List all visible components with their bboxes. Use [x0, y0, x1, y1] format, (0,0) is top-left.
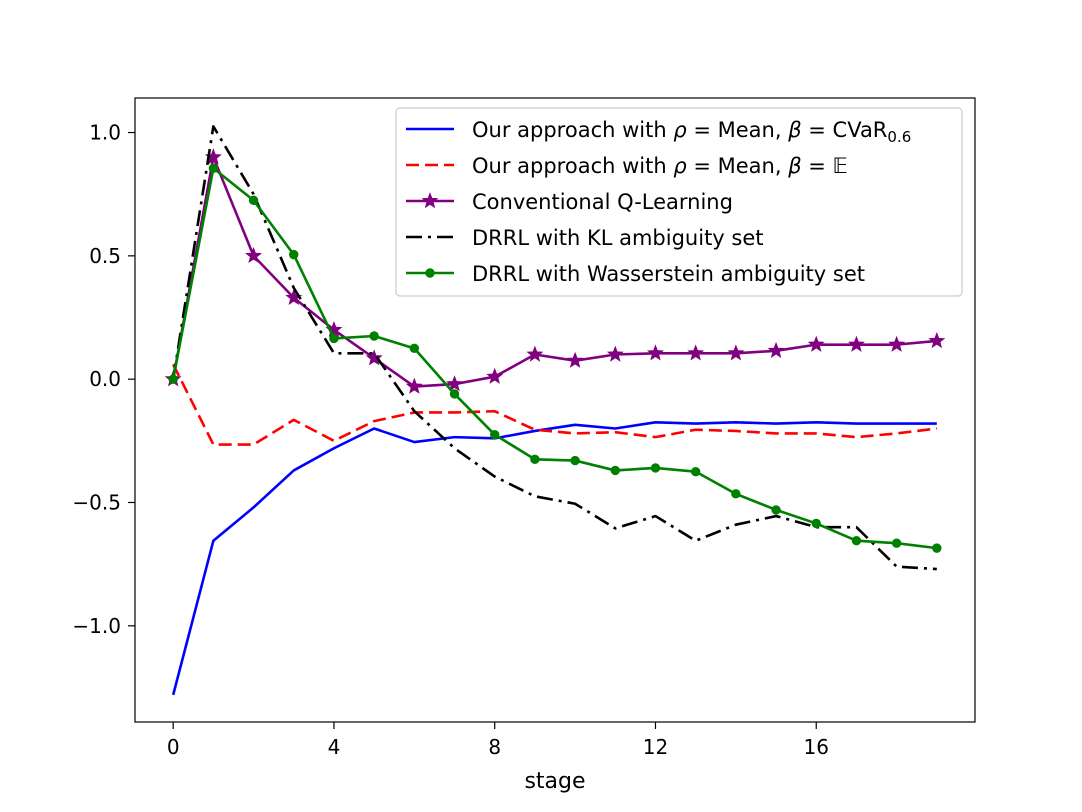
legend-label: Our approach with ρ = Mean, β = CVaR0.6 — [472, 118, 911, 146]
legend-entry: DRRL with KL ambiguity set — [406, 226, 764, 250]
legend-label-rho: ρ — [673, 118, 687, 142]
plot-frame — [134, 97, 976, 723]
data-point — [650, 463, 661, 473]
data-point — [891, 538, 902, 548]
legend-label-suffix: 𝔼 — [833, 154, 848, 178]
data-point — [851, 536, 862, 546]
legend-label: Conventional Q-Learning — [472, 190, 733, 214]
data-point — [928, 332, 946, 349]
series-line — [171, 125, 937, 571]
legend-label-prefix: DRRL with Wasserstein ambiguity set — [472, 262, 865, 286]
data-point — [687, 344, 705, 361]
x-tick-label: 12 — [643, 735, 668, 759]
data-point — [727, 344, 745, 361]
data-point — [409, 343, 420, 354]
data-point — [490, 429, 500, 440]
series-3 — [164, 148, 946, 394]
data-point — [888, 335, 906, 352]
data-point — [486, 367, 504, 384]
legend-label-prefix: Conventional Q-Learning — [472, 190, 733, 214]
data-point — [932, 543, 942, 553]
x-tick-label: 0 — [167, 735, 180, 759]
data-point — [647, 344, 664, 361]
legend-label: DRRL with KL ambiguity set — [472, 226, 764, 250]
data-point — [530, 454, 540, 465]
data-point — [248, 195, 259, 206]
y-tick-label: −0.5 — [72, 490, 121, 514]
data-point — [449, 389, 460, 399]
legend-label-beta: β — [787, 154, 801, 178]
data-point — [329, 333, 339, 344]
x-tick-label: 16 — [804, 735, 829, 759]
data-point — [369, 331, 379, 341]
data-point — [811, 518, 821, 529]
legend-label-eq: = CVaR — [802, 118, 888, 142]
data-point — [771, 505, 781, 515]
data-point — [566, 351, 584, 368]
series-line — [171, 166, 937, 550]
legend-label-beta: β — [787, 118, 801, 142]
legend-label-prefix: DRRL with KL ambiguity set — [472, 226, 764, 250]
series-4 — [171, 125, 937, 571]
data-point — [526, 345, 544, 362]
legend-frame — [395, 107, 963, 297]
series-line — [171, 155, 937, 388]
legend-label-eq: = — [802, 154, 833, 178]
legend-entry: Conventional Q-Learning — [406, 190, 733, 214]
legend-entry: DRRL with Wasserstein ambiguity set — [406, 262, 865, 286]
x-tick-label: 4 — [328, 735, 341, 759]
legend-entry: Our approach with ρ = Mean, β = CVaR0.6 — [406, 118, 911, 146]
data-point — [847, 335, 865, 352]
data-point — [365, 349, 383, 366]
y-tick-label: 0.5 — [89, 244, 121, 268]
series-5 — [168, 163, 942, 553]
data-point — [690, 466, 701, 477]
series-layer — [164, 125, 946, 696]
data-point — [245, 246, 263, 264]
data-point — [405, 377, 423, 394]
legend: Our approach with ρ = Mean, β = CVaR0.6O… — [395, 107, 963, 297]
legend-label-mid: = Mean, — [687, 118, 789, 142]
y-tick-label: 1.0 — [89, 121, 121, 145]
series-line — [171, 421, 937, 696]
y-tick-label: −1.0 — [72, 614, 121, 638]
data-point — [767, 341, 785, 358]
legend-label: DRRL with Wasserstein ambiguity set — [472, 262, 865, 286]
legend-marker — [421, 192, 439, 209]
data-point — [807, 335, 825, 352]
legend-label: Our approach with ρ = Mean, β = 𝔼 — [472, 154, 848, 178]
y-axis: 1.0 0.5 0.0 −0.5 −1.0 — [72, 121, 135, 638]
y-tick-label: 0.0 — [89, 367, 121, 391]
data-point — [168, 374, 178, 384]
data-point — [289, 249, 299, 260]
legend-label-rho: ρ — [673, 154, 687, 178]
legend-label-prefix: Our approach with — [472, 154, 673, 178]
x-tick-label: 8 — [488, 735, 501, 759]
series-2 — [172, 363, 937, 446]
legend-marker — [425, 268, 435, 278]
legend-label-sub: 0.6 — [887, 128, 911, 146]
data-point — [610, 465, 620, 476]
x-axis-label: stage — [524, 769, 585, 794]
data-point — [570, 455, 580, 466]
data-point — [606, 345, 624, 362]
series-line — [172, 363, 937, 446]
legend-label-prefix: Our approach with — [472, 118, 673, 142]
series-1 — [171, 421, 937, 696]
x-axis: 0 4 8 12 16 — [167, 722, 829, 759]
data-point — [208, 163, 219, 173]
legend-entry: Our approach with ρ = Mean, β = 𝔼 — [406, 154, 848, 178]
data-point — [446, 375, 463, 392]
data-point — [731, 489, 741, 499]
legend-label-mid: = Mean, — [687, 154, 789, 178]
